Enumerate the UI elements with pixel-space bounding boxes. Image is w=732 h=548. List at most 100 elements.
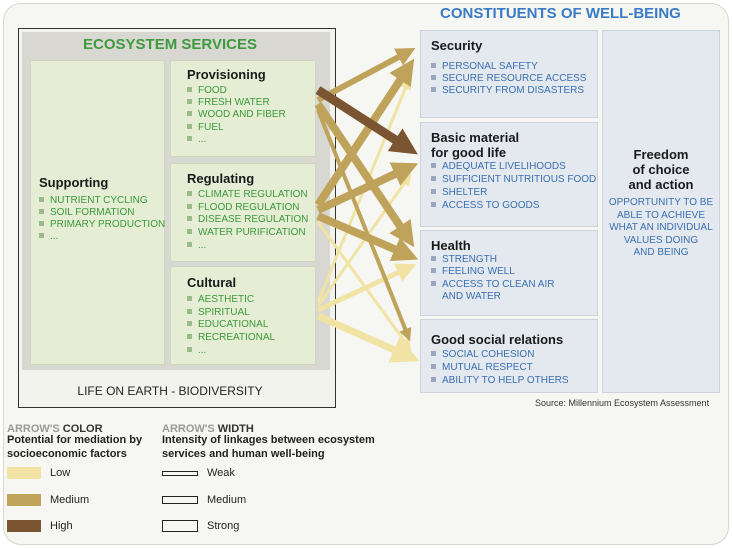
list-item: CLIMATE REGULATION [187,189,308,200]
provisioning-box: Provisioning FOOD FRESH WATER WOOD AND F… [170,60,316,157]
legend-low-label: Low [50,467,71,479]
list-item: AND WATER [442,291,501,302]
list-item: PRIMARY PRODUCTION [39,219,165,230]
heading-line: for good life [431,145,507,160]
legend-swatch-high [7,520,41,532]
arrow-regulating-basic [316,162,419,214]
legend-color-title-keyword: COLOR [62,423,103,435]
arrow-provisioning-health [314,101,415,248]
subtitle-line: Intensity of linkages between ecosystem [162,434,375,446]
list-item: ... [187,240,206,251]
arrow-regulating-health [316,212,419,262]
legend-color-subtitle: Potential for mediation by socioeconomic… [7,433,142,461]
cultural-heading: Cultural [187,275,237,290]
list-item: MUTUAL RESPECT [431,362,533,373]
source-note: Source: Millennium Ecosystem Assessment [535,398,710,408]
legend-high-label: High [50,520,73,532]
list-item: SOIL FORMATION [39,207,134,218]
description-line: OPPORTUNITY TO BE [608,197,714,208]
health-box: Health STRENGTH FEELING WELL ACCESS TO C… [420,230,598,316]
heading-line: of choice [632,162,690,177]
legend-width-medium [162,496,198,504]
list-item: FRESH WATER [187,97,270,108]
list-item: SUFFICIENT NUTRITIOUS FOOD [431,174,596,185]
list-item: ACCESS TO GOODS [431,200,539,211]
list-item: WOOD AND FIBER [187,109,286,120]
legend-width-title: ARROW'S WIDTH [162,419,254,437]
freedom-box: Freedom of choice and action OPPORTUNITY… [602,30,720,393]
list-item: STRENGTH [431,254,497,265]
freedom-heading: Freedom of choice and action [603,147,719,192]
regulating-heading: Regulating [187,171,255,186]
list-item: FOOD [187,85,227,96]
list-item: ACCESS TO CLEAN AIR [431,279,554,290]
list-item: SHELTER [431,187,487,198]
legend-width-title-keyword: WIDTH [217,423,254,435]
arrow-cultural-basic [316,173,412,307]
arrow-cultural-social [316,312,420,363]
biodiversity-label: LIFE ON EARTH - BIODIVERSITY [77,384,263,398]
freedom-description: OPPORTUNITY TO BE ABLE TO ACHIEVE WHAT A… [603,197,719,260]
arrow-regulating-social [316,221,412,351]
legend-weak-label: Weak [207,467,235,479]
arrow-provisioning-social [316,109,412,342]
security-box: Security PERSONAL SAFETY SECURE RESOURCE… [420,30,598,118]
legend-color-title: ARROW'S COLOR [7,419,103,437]
list-item: FLOOD REGULATION [187,202,300,213]
arrow-cultural-health [316,263,417,313]
list-item: SECURE RESOURCE ACCESS [431,73,586,84]
list-item: AESTHETIC [187,294,254,305]
legend-width-strong [162,520,198,532]
heading-line: Basic material [431,130,520,145]
list-item: SOCIAL COHESION [431,349,534,360]
legend-swatch-low [7,467,41,479]
regulating-box: Regulating CLIMATE REGULATION FLOOD REGU… [170,163,316,262]
ecosystem-services-title: ECOSYSTEM SERVICES [83,36,257,53]
list-item: ... [187,134,206,145]
list-item: RECREATIONAL [187,332,275,343]
list-item: DISEASE REGULATION [187,214,308,225]
wellbeing-title: CONSTITUENTS OF WELL-BEING [440,5,681,22]
description-line: ABLE TO ACHIEVE [616,209,705,221]
security-heading: Security [431,38,483,53]
provisioning-heading: Provisioning [187,67,266,82]
cultural-box: Cultural AESTHETIC SPIRITUAL EDUCATIONAL… [170,266,316,365]
health-heading: Health [431,238,471,253]
arrow-provisioning-basic [315,86,418,155]
description-line: WHAT AN INDIVIDUAL [609,222,713,233]
list-item: SPIRITUAL [187,307,250,318]
subtitle-line: services and human well-being [162,448,325,460]
list-item: PERSONAL SAFETY [431,61,538,72]
list-item: ADEQUATE LIVELIHOODS [431,161,566,172]
legend-medium-label: Medium [50,494,90,506]
list-item: ABILITY TO HELP OTHERS [431,375,569,386]
legend-width-subtitle: Intensity of linkages between ecosystem … [162,433,375,461]
subtitle-line: socioeconomic factors [7,448,127,460]
list-item: WATER PURIFICATION [187,227,306,238]
legend-width-title-prefix: ARROW'S [162,423,215,435]
arrow-provisioning-security [316,48,416,103]
basic-material-heading: Basic material for good life [431,130,519,160]
list-item: ... [39,231,58,242]
arrow-regulating-security [314,58,415,208]
heading-line: Freedom [633,147,689,162]
list-item: EDUCATIONAL [187,319,268,330]
list-item: FUEL [187,122,224,133]
heading-line: and action [628,177,694,192]
social-relations-box: Good social relations SOCIAL COHESION MU… [420,319,598,393]
list-item: FEELING WELL [431,266,515,277]
list-item: ... [187,345,206,356]
description-line: AND BEING [633,247,689,258]
list-item: SECURITY FROM DISASTERS [431,85,584,96]
list-item: NUTRIENT CYCLING [39,195,148,206]
legend-medium-width-label: Medium [207,494,247,506]
supporting-heading: Supporting [39,175,109,190]
supporting-box: Supporting NUTRIENT CYCLING SOIL FORMATI… [30,60,165,365]
legend-strong-label: Strong [207,520,240,532]
legend-color-title-prefix: ARROW'S [7,423,60,435]
legend-width-weak [162,471,198,476]
social-relations-heading: Good social relations [431,332,564,347]
description-line: VALUES DOING [623,234,699,246]
subtitle-line: Potential for mediation by [7,434,143,446]
